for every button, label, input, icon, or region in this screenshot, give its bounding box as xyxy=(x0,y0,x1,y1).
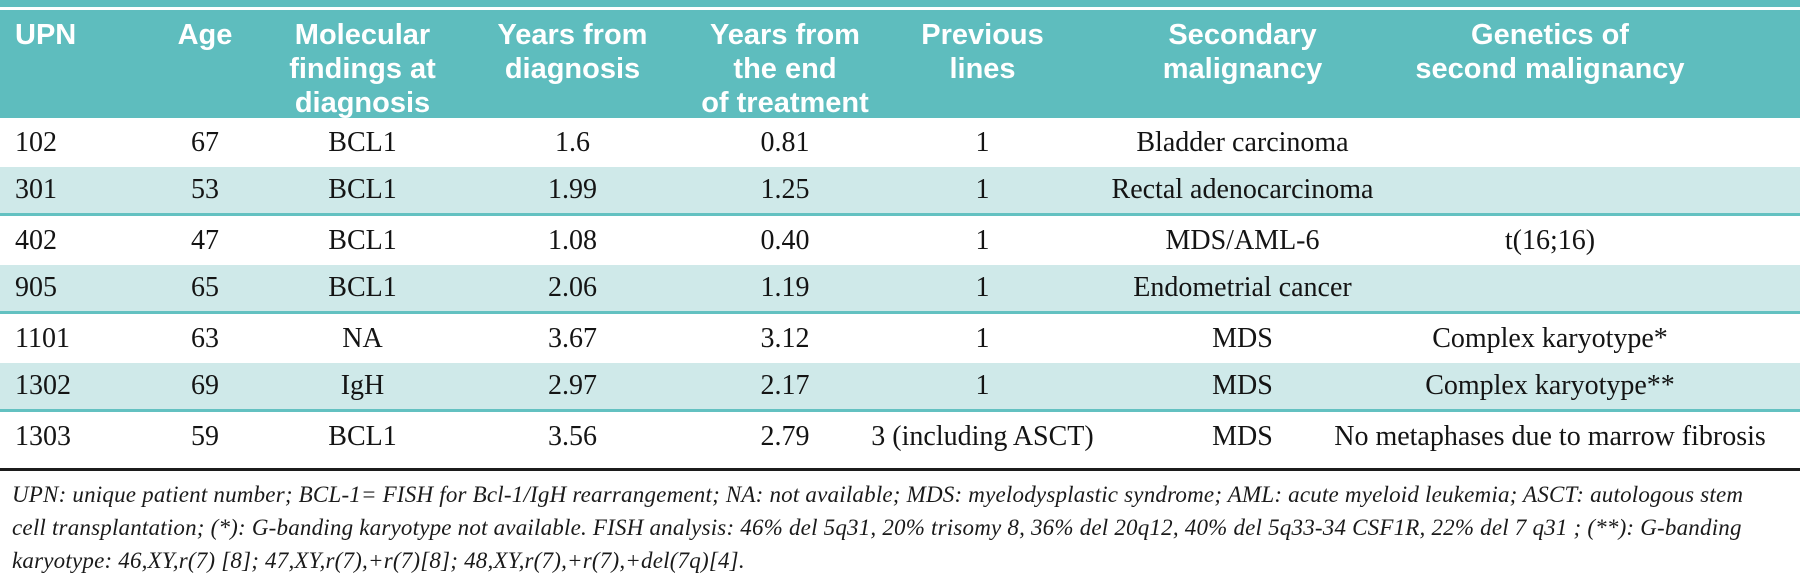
cell-previous-lines: 1 xyxy=(975,174,990,205)
header-age: Age xyxy=(177,19,233,51)
cell-genetics: t(16;16) xyxy=(1504,224,1596,256)
cell-upn: 1302 xyxy=(15,370,71,401)
cell-previous-lines: 3 (including ASCT) xyxy=(871,420,1094,452)
header-previous-lines: Previous lines xyxy=(921,19,1044,85)
cell-secondary-malignancy: MDS xyxy=(1212,420,1273,452)
table-row: 905 65 BCL1 2.06 1.19 1 Endometrial canc… xyxy=(0,265,1800,314)
table-row: 301 53 BCL1 1.99 1.25 1 Rectal adenocarc… xyxy=(0,167,1800,216)
cell-molecular-findings: BCL1 xyxy=(328,272,397,303)
table-top-accent-bar xyxy=(0,0,1800,7)
cell-years-from-diagnosis: 3.67 xyxy=(548,322,597,354)
cell-years-from-diagnosis: 1.99 xyxy=(548,174,597,205)
cell-age: 47 xyxy=(191,224,219,256)
cell-years-from-end-of-treatment: 3.12 xyxy=(760,322,810,354)
header-years-from-diagnosis: Years from diagnosis xyxy=(497,19,648,85)
cell-upn: 1303 xyxy=(15,420,71,452)
cell-genetics xyxy=(1400,167,1800,213)
cell-age: 65 xyxy=(191,272,219,303)
cell-years-from-end-of-treatment: 2.17 xyxy=(760,370,810,401)
header-secondary-malignancy: Secondary malignancy xyxy=(1162,19,1323,85)
header-genetics: Genetics of second malignancy xyxy=(1415,19,1685,85)
table-row: 1101 63 NA 3.67 3.12 1 MDS Complex karyo… xyxy=(0,314,1800,363)
cell-molecular-findings: NA xyxy=(342,322,383,354)
table-row: 102 67 BCL1 1.6 0.81 1 Bladder carcinoma xyxy=(0,118,1800,167)
cell-age: 69 xyxy=(191,370,219,401)
cell-years-from-end-of-treatment: 0.81 xyxy=(760,126,810,158)
header-molecular-findings: Molecular findings at diagnosis xyxy=(289,19,436,119)
cell-genetics: Complex karyotype* xyxy=(1432,322,1668,354)
footnote-divider xyxy=(0,468,1800,471)
cell-previous-lines: 1 xyxy=(975,224,990,256)
cell-previous-lines: 1 xyxy=(975,272,990,303)
cell-genetics: Complex karyotype** xyxy=(1425,370,1675,401)
cell-age: 53 xyxy=(191,174,219,205)
cell-molecular-findings: IgH xyxy=(340,370,385,401)
cell-genetics: No metaphases due to marrow fibrosis xyxy=(1334,420,1766,452)
cell-previous-lines: 1 xyxy=(975,322,990,354)
table-top-gap xyxy=(0,7,1800,10)
cell-secondary-malignancy: MDS/AML-6 xyxy=(1165,224,1320,256)
cell-secondary-malignancy: MDS xyxy=(1212,322,1273,354)
cell-years-from-end-of-treatment: 0.40 xyxy=(760,224,810,256)
cell-upn: 102 xyxy=(15,126,57,158)
cell-upn: 1101 xyxy=(15,322,70,354)
cell-years-from-diagnosis: 2.06 xyxy=(548,272,597,303)
header-upn: UPN xyxy=(15,19,77,51)
table-row: 1303 59 BCL1 3.56 2.79 3 (including ASCT… xyxy=(0,412,1800,461)
table-row: 1302 69 IgH 2.97 2.17 1 MDS Complex kary… xyxy=(0,363,1800,412)
cell-previous-lines: 1 xyxy=(975,370,990,401)
cell-age: 63 xyxy=(191,322,219,354)
footnote: UPN: unique patient number; BCL-1= FISH … xyxy=(12,482,1744,573)
cell-molecular-findings: BCL1 xyxy=(328,420,397,452)
patients-table: UPN Age Molecular findings at diagnosis … xyxy=(0,10,1800,461)
cell-secondary-malignancy: Rectal adenocarcinoma xyxy=(1111,174,1374,205)
table-header-row: UPN Age Molecular findings at diagnosis … xyxy=(0,10,1800,119)
table-body: 102 67 BCL1 1.6 0.81 1 Bladder carcinoma… xyxy=(0,118,1800,461)
cell-age: 67 xyxy=(191,126,219,158)
cell-previous-lines: 1 xyxy=(975,126,990,158)
cell-molecular-findings: BCL1 xyxy=(328,126,397,158)
cell-genetics xyxy=(1400,265,1800,311)
cell-years-from-diagnosis: 1.08 xyxy=(548,224,597,256)
table-row: 402 47 BCL1 1.08 0.40 1 MDS/AML-6 t(16;1… xyxy=(0,216,1800,265)
cell-upn: 402 xyxy=(15,224,57,256)
cell-secondary-malignancy: MDS xyxy=(1212,370,1273,401)
cell-years-from-end-of-treatment: 1.19 xyxy=(760,272,810,303)
cell-years-from-end-of-treatment: 1.25 xyxy=(760,174,810,205)
cell-upn: 301 xyxy=(15,174,57,205)
cell-genetics xyxy=(1400,118,1800,167)
cell-upn: 905 xyxy=(15,272,57,303)
cell-years-from-end-of-treatment: 2.79 xyxy=(760,420,810,452)
cell-years-from-diagnosis: 3.56 xyxy=(548,420,597,452)
cell-years-from-diagnosis: 2.97 xyxy=(548,370,597,401)
header-years-from-end-of-treatment: Years from the end of treatment xyxy=(701,19,869,119)
cell-molecular-findings: BCL1 xyxy=(328,224,397,256)
cell-age: 59 xyxy=(191,420,219,452)
cell-molecular-findings: BCL1 xyxy=(328,174,397,205)
cell-secondary-malignancy: Endometrial cancer xyxy=(1133,272,1352,303)
cell-years-from-diagnosis: 1.6 xyxy=(555,126,590,158)
cell-secondary-malignancy: Bladder carcinoma xyxy=(1136,126,1349,158)
